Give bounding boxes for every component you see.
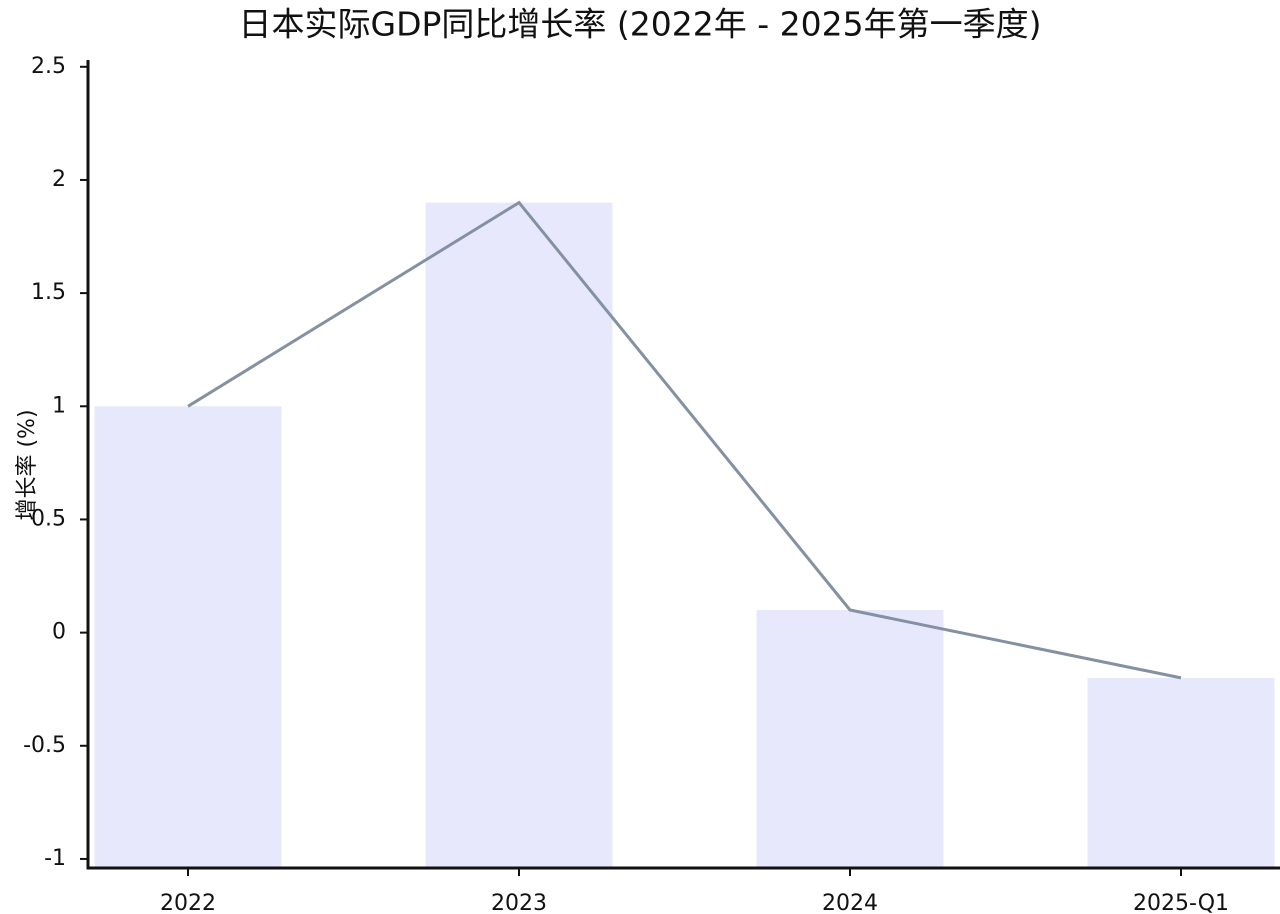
y-axis-label: 增长率 (%): [15, 409, 40, 520]
bar: [756, 609, 944, 868]
x-tick-label: 2023: [491, 891, 547, 914]
bar: [425, 202, 613, 868]
y-tick-label: 0: [52, 620, 66, 645]
y-tick-label: 1.5: [31, 280, 66, 305]
y-tick-label: 2: [52, 167, 66, 192]
x-tick-label: 2025-Q1: [1133, 891, 1229, 914]
line: [187, 200, 1182, 680]
y-tick-label: -1: [44, 846, 66, 871]
x-tick-label: 2024: [822, 891, 878, 914]
x-tick-label: 2022: [160, 891, 216, 914]
bar: [1087, 677, 1275, 868]
y-tick-label: 1: [52, 393, 66, 418]
bar: [94, 406, 282, 868]
y-tick-label: 2.5: [31, 54, 66, 79]
y-tick-label: -0.5: [23, 733, 66, 758]
chart-title: 日本实际GDP同比增长率 (2022年 - 2025年第一季度): [239, 5, 1042, 44]
y-tick-label: 0.5: [31, 506, 66, 531]
